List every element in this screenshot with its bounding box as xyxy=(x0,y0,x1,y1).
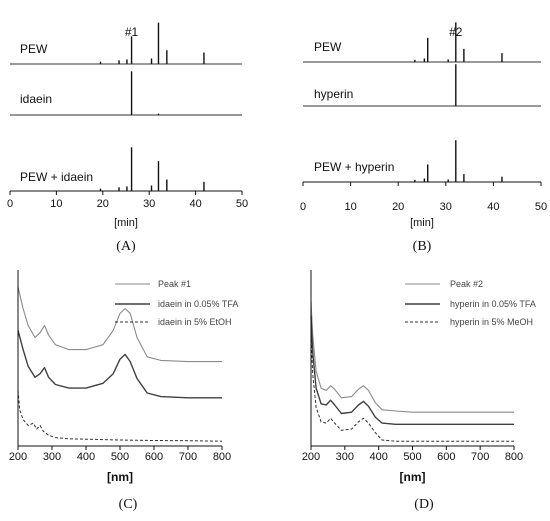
series-line xyxy=(310,335,514,442)
x-tick-label: 500 xyxy=(111,451,129,463)
legend-label: hyperin in 5% MeOH xyxy=(450,317,533,327)
panel-caption: (A) xyxy=(116,239,136,254)
trace-label: PEW xyxy=(314,40,342,54)
legend-label: idaein in 5% EtOH xyxy=(158,317,232,327)
x-tick-label: 400 xyxy=(77,451,95,463)
x-tick-label: 30 xyxy=(440,201,452,213)
panel-b: PEW hyperin PEW + hyperin #2 0 10 20 30 40 50 [min… xyxy=(300,22,547,254)
trace-label: hyperin xyxy=(314,87,353,101)
legend-label: hyperin in 0.05% TFA xyxy=(450,299,536,309)
x-tick-label: 300 xyxy=(43,451,61,463)
x-tick-label: 800 xyxy=(505,451,523,463)
x-tick-label: 500 xyxy=(403,451,421,463)
trace-label: PEW + hyperin xyxy=(314,160,394,174)
trace-label: idaein xyxy=(20,92,52,106)
x-tick-label: 20 xyxy=(97,198,109,210)
legend-label: idaein in 0.05% TFA xyxy=(158,299,238,309)
x-tick-label: 400 xyxy=(369,451,387,463)
legend-label: Peak #2 xyxy=(450,279,483,289)
panel-caption: (B) xyxy=(413,239,432,254)
panel-c: Peak #1 idaein in 0.05% TFA idaein in 5% E… xyxy=(9,270,238,512)
peak-label: #1 xyxy=(125,25,139,39)
x-tick-label: 200 xyxy=(9,451,27,463)
x-axis-label: [nm] xyxy=(107,470,133,484)
series-line xyxy=(17,286,222,363)
x-tick-label: 600 xyxy=(437,451,455,463)
series-line xyxy=(17,330,222,399)
series-line xyxy=(17,390,223,442)
x-tick-label: 20 xyxy=(392,201,404,213)
x-tick-label: 0 xyxy=(300,201,306,213)
trace-label: PEW + idaein xyxy=(20,170,93,184)
x-tick-label: 50 xyxy=(236,198,248,210)
x-axis-label: [min] xyxy=(114,217,138,229)
peak-label: #2 xyxy=(449,25,463,39)
x-tick-label: 600 xyxy=(145,451,163,463)
x-tick-label: 10 xyxy=(344,201,356,213)
x-tick-label: 30 xyxy=(143,198,155,210)
series-line xyxy=(310,301,514,413)
series-line xyxy=(310,315,514,425)
x-tick-label: 50 xyxy=(535,201,547,213)
x-tick-label: 300 xyxy=(336,451,354,463)
trace-label: PEW xyxy=(20,42,48,56)
x-tick-label: 700 xyxy=(179,451,197,463)
x-axis-label: [nm] xyxy=(400,470,426,484)
panel-caption: (D) xyxy=(414,497,434,512)
panel-d: Peak #2 hyperin in 0.05% TFA hyperin in 5%… xyxy=(302,270,536,512)
panel-a: PEW idaein PEW + idaein #1 0 10 20 30 40 50 [min] (… xyxy=(7,22,248,254)
x-tick-label: 40 xyxy=(487,201,499,213)
x-axis-label: [min] xyxy=(410,217,434,229)
legend-label: Peak #1 xyxy=(158,279,191,289)
x-tick-label: 700 xyxy=(471,451,489,463)
x-tick-label: 10 xyxy=(50,198,62,210)
x-tick-label: 200 xyxy=(302,451,320,463)
panel-caption: (C) xyxy=(119,497,138,512)
x-tick-label: 40 xyxy=(189,198,201,210)
x-tick-label: 800 xyxy=(213,451,231,463)
x-tick-label: 0 xyxy=(7,198,13,210)
